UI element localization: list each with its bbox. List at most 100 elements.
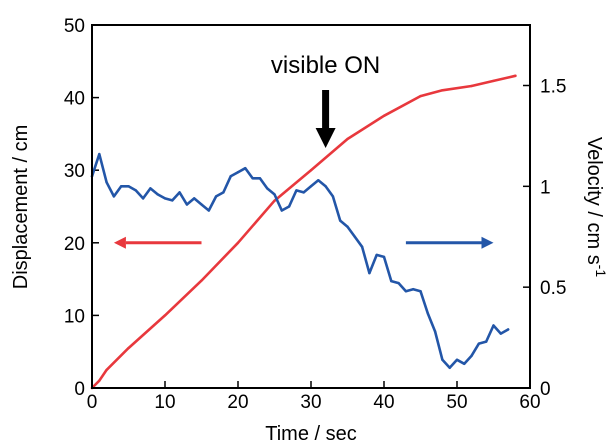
series-1-point-29 (302, 191, 305, 194)
y-right-axis-title: Velocity / cm s-1 (583, 137, 609, 277)
series-1-point-17 (214, 195, 218, 198)
series-1-point-57 (506, 328, 510, 331)
axis-arrow-left-icon (113, 236, 126, 249)
series-1-point-4 (120, 185, 123, 188)
series-0-point-10 (382, 114, 386, 118)
x-tick-label-6: 60 (519, 392, 540, 413)
series-0-point-12 (441, 89, 444, 92)
series-0-point-5 (200, 279, 203, 282)
x-tick-label-3: 30 (300, 392, 321, 413)
series-1-point-53 (477, 342, 481, 345)
series-1-point-52 (470, 354, 473, 357)
series-0-point-8 (309, 169, 313, 172)
series-1-point-42 (397, 281, 400, 285)
y-right-tick-label-3: 1.5 (540, 77, 566, 98)
series-1-point-9 (156, 193, 159, 196)
series-1-point-8 (149, 187, 152, 190)
plot-frame (91, 24, 531, 389)
series-1-point-35 (346, 225, 349, 228)
series-line-0 (90, 74, 517, 390)
series-1-point-3 (112, 195, 116, 198)
series-1-point-7 (141, 197, 145, 200)
series-line-1 (90, 152, 510, 370)
y-left-tick-label-0: 0 (74, 379, 85, 400)
series-1-point-50 (455, 358, 459, 361)
series-1-point-46 (426, 312, 429, 315)
series-0-point-7 (273, 199, 276, 202)
series-1-point-15 (200, 203, 203, 206)
y-left-tick-label-3: 30 (64, 161, 85, 182)
series-1-point-19 (229, 175, 232, 178)
series-1-point-56 (499, 332, 502, 335)
series-1-point-25 (273, 193, 276, 196)
series-1-point-20 (236, 171, 240, 174)
series-1-point-33 (331, 195, 335, 198)
series-1-point-30 (309, 185, 313, 188)
series-0-point-11 (419, 94, 422, 98)
series-1-point-21 (244, 167, 247, 170)
y-left-tick-label-4: 40 (64, 89, 85, 110)
annotation-label: visible ON (271, 52, 380, 79)
x-tick-label-1: 10 (154, 392, 175, 413)
series-1-point-28 (295, 189, 298, 192)
series-1-point-47 (433, 330, 437, 333)
y-left-axis-title: Displacement / cm (10, 125, 32, 290)
series-1-point-27 (287, 205, 291, 208)
y-right-tick-label-0: 0 (540, 379, 551, 400)
series-1-point-32 (324, 185, 327, 188)
series-1-point-26 (280, 209, 283, 212)
series-1-point-39 (375, 253, 378, 257)
series-1-point-37 (360, 245, 364, 248)
series-0-point-1 (98, 379, 101, 382)
series-1-point-23 (258, 177, 262, 180)
y-right-axis-title-exponent: -1 (593, 265, 609, 278)
y-left-tick-label-1: 10 (64, 306, 85, 327)
series-1-point-5 (127, 185, 130, 188)
x-tick-label-5: 50 (446, 392, 467, 413)
series-1-point-2 (105, 181, 108, 184)
series-0-point-9 (346, 137, 349, 141)
series-1-point-13 (185, 203, 189, 206)
x-tick-label-0: 0 (87, 392, 98, 413)
series-1-point-14 (193, 197, 196, 200)
series-1-point-11 (171, 199, 174, 202)
series-1-point-45 (419, 290, 422, 293)
series-1-point-36 (353, 235, 356, 238)
series-1-point-16 (207, 209, 210, 212)
series-1-point-22 (251, 177, 254, 180)
y-left-tick-label-5: 50 (64, 16, 85, 37)
y-right-tick-label-1: 0.5 (540, 278, 566, 299)
series-1-point-43 (404, 290, 408, 293)
series-1-point-41 (390, 279, 393, 283)
series-1-point-44 (412, 288, 415, 291)
y-right-axis-title-main: Velocity / cm s (583, 137, 605, 265)
annotation-visible-on: visible ON (271, 52, 380, 148)
series-0-point-3 (127, 346, 130, 350)
series-0-point-13 (470, 84, 473, 88)
y-right-tick-label-2: 1 (540, 177, 551, 198)
annotation-arrow-icon (315, 90, 336, 148)
series-1-point-40 (382, 255, 386, 259)
series-1-point-31 (317, 179, 320, 182)
series-0-point-2 (105, 368, 108, 372)
series-0-point-15 (514, 74, 517, 78)
x-axis-title: Time / sec (265, 423, 357, 444)
axis-arrow-right-icon (481, 236, 494, 249)
y-left-tick-label-2: 20 (64, 234, 85, 255)
series-1-point-55 (492, 324, 495, 327)
series-1-point-6 (134, 189, 137, 192)
series-1-point-48 (441, 358, 444, 361)
series-1-point-24 (266, 187, 269, 190)
x-tick-label-2: 20 (227, 392, 248, 413)
series-1-point-49 (448, 366, 451, 369)
series-1-point-10 (163, 197, 167, 200)
series-1-point-34 (339, 219, 342, 222)
series-1-point-51 (463, 362, 466, 365)
series-1-point-12 (178, 191, 181, 194)
series-0-point-14 (492, 79, 495, 83)
x-tick-label-4: 40 (373, 392, 394, 413)
series-0-point-6 (236, 241, 240, 244)
series-1-point-54 (485, 340, 488, 343)
series-0-point-4 (163, 314, 167, 317)
